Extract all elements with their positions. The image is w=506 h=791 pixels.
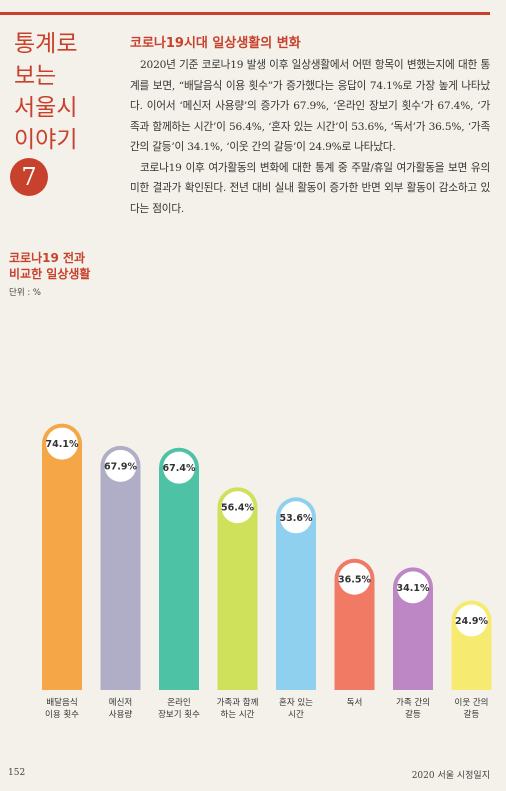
book-title: 2020 서울 시정일지 xyxy=(411,771,490,781)
bar-value-bubble xyxy=(104,449,137,482)
category-tick-label: 장보기 횟수 xyxy=(158,709,200,720)
series-title-line: 서울시 xyxy=(14,95,78,121)
category-tick-label: 가족 간의 xyxy=(396,697,430,708)
series-title-line: 이야기 xyxy=(14,127,78,153)
bar-value-label: 56.4% xyxy=(221,503,254,514)
bar-value-label: 24.9% xyxy=(455,616,488,627)
bar-value-bubble xyxy=(46,427,78,460)
category-tick-label: 갈등 xyxy=(405,710,421,720)
category-tick-label: 시간 xyxy=(288,709,304,720)
bar-value-label: 34.1% xyxy=(397,583,430,594)
category-tick-label: 독서 xyxy=(347,698,363,708)
category-tick-label: 배달음식 xyxy=(46,697,77,708)
category-tick-label: 하는 시간 xyxy=(221,709,255,720)
bar-value-bubble xyxy=(338,562,371,595)
bar-value-bubble xyxy=(221,491,254,524)
bar-value-label: 67.9% xyxy=(104,461,137,472)
bar-value-label: 53.6% xyxy=(280,513,313,524)
chart-title: 코로나19 전과 비교한 일상생활 xyxy=(9,250,90,282)
bar-value-label: 36.5% xyxy=(338,574,371,585)
article-heading: 코로나19시대 일상생활의 변화 xyxy=(130,36,301,51)
chart-title-line: 비교한 일상생활 xyxy=(9,267,91,281)
issue-number-badge: 7 xyxy=(10,158,48,196)
bar xyxy=(334,558,375,690)
category-tick-label: 온라인 xyxy=(167,697,190,708)
bar xyxy=(276,497,316,690)
bar xyxy=(42,423,82,690)
bar-value-bubble xyxy=(397,571,429,604)
bar-value-bubble xyxy=(280,501,312,534)
category-tick-label: 갈등 xyxy=(464,710,480,720)
bar-value-bubble xyxy=(163,451,195,484)
chart-unit-label: 단위 : % xyxy=(9,288,41,298)
category-tick-label: 사용량 xyxy=(109,709,133,720)
article-paragraph: 2020년 기준 코로나19 발생 이후 일상생활에서 어떤 항목이 변했는지에… xyxy=(130,59,490,153)
category-tick-label: 이웃 간의 xyxy=(455,697,489,708)
article-body: 2020년 기준 코로나19 발생 이후 일상생활에서 어떤 항목이 변했는지에… xyxy=(130,55,490,219)
page-number: 152 xyxy=(8,768,26,778)
category-tick-label: 혼자 있는 xyxy=(279,697,313,708)
series-title-line: 통계로 xyxy=(14,31,78,57)
bar xyxy=(159,447,199,690)
article-paragraph: 코로나19 이후 여가활동의 변화에 대한 통계 중 주말/휴일 여가활동을 보… xyxy=(130,161,490,215)
bar-value-label: 74.1% xyxy=(46,439,79,450)
category-tick-label: 메신저 xyxy=(109,698,132,708)
top-rule xyxy=(0,12,490,15)
bar-value-bubble xyxy=(455,604,488,637)
category-tick-label: 이용 횟수 xyxy=(45,709,79,720)
category-tick-label: 가족과 함께 xyxy=(217,698,259,708)
chart-title-line: 코로나19 전과 xyxy=(9,251,86,265)
series-title: 통계로 보는 서울시 이야기 xyxy=(14,28,94,156)
bar xyxy=(100,445,141,690)
bar-value-label: 67.4% xyxy=(163,463,196,474)
series-title-line: 보는 xyxy=(14,63,57,89)
bar xyxy=(217,487,258,690)
